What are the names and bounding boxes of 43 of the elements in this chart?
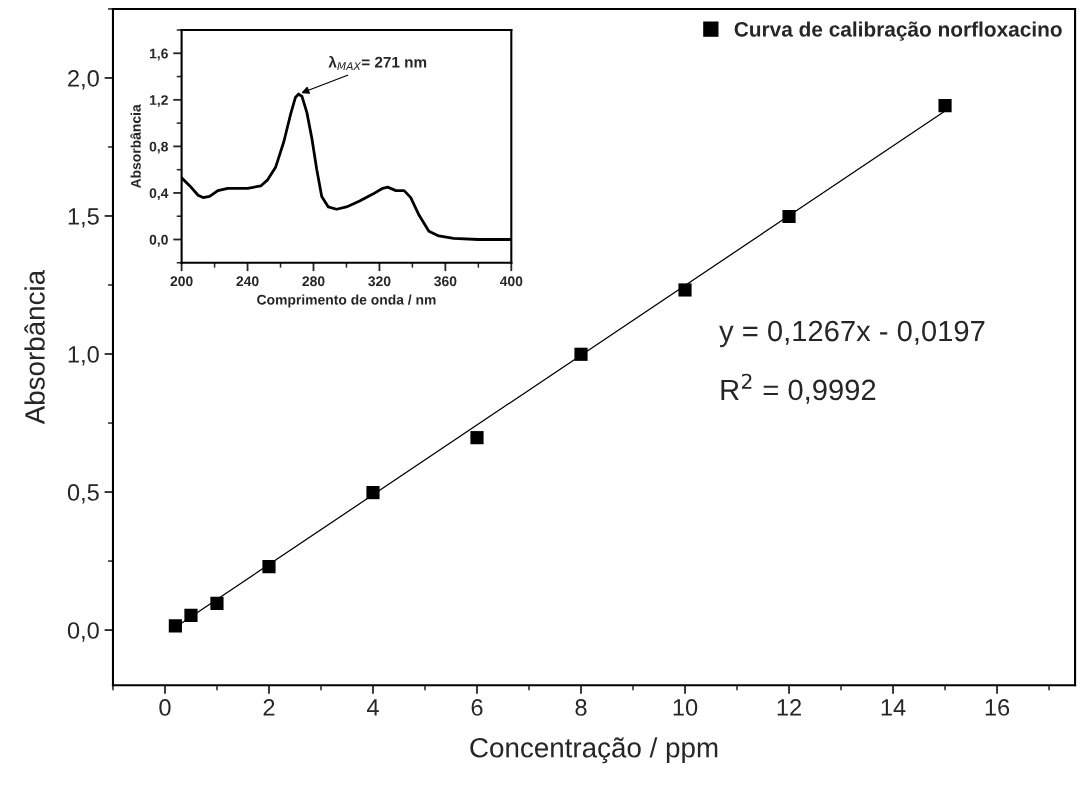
x-tick-label: 2 [263,699,275,716]
x-tick-label: 12 [777,699,801,716]
x-tick-label: 240 [236,276,259,287]
x-tick-label: 400 [499,276,523,287]
y-tick-label: 0,4 [149,188,169,201]
point [782,209,796,224]
x-tick-label: 200 [170,276,193,287]
x-tick-label: 0 [159,699,171,716]
x-tick-label: 6 [471,699,483,716]
point [574,347,588,361]
y-tick-label: 1,2 [149,95,168,108]
y-tick-label: 0,0 [67,622,99,642]
annotation: λ$_{MAX}$= 271 nm [328,55,427,70]
x-tick-label: 280 [302,276,325,287]
point [366,486,380,500]
x-tick-label: 8 [575,699,587,716]
point [262,560,276,574]
point [470,431,484,445]
y-axis-title: Absorbância [130,104,141,189]
x-tick-label: 320 [368,276,391,287]
point [678,283,692,297]
x-tick-label: 16 [985,699,1010,716]
x-tick-label: 10 [673,699,698,716]
x-axis-title: Comprimento de onda / nm [257,294,436,308]
x-tick-label: 14 [881,699,906,716]
y-tick-label: 1,0 [68,346,99,366]
point [938,98,952,113]
x-tick-label: 4 [366,699,379,716]
annotation: y = 0,1267x - 0,0197 [719,320,985,348]
x-axis-title: Concentração / ppm [470,737,718,764]
legend-label: Curva de calibração norfloxacino [734,21,1062,41]
y-tick-label: 1,5 [68,208,99,228]
y-tick-label: 0,8 [149,141,168,154]
x-tick-label: 360 [434,276,457,287]
annotation: R$^{2}$ = 0,9992 [721,373,876,404]
y-tick-label: 1,6 [149,48,168,61]
point [210,596,224,610]
y-axis-title: Absorbância [24,269,45,425]
point [168,619,182,633]
y-tick-label: 2,0 [68,70,99,90]
y-tick-label: 0,5 [67,484,99,504]
point [184,608,198,623]
y-tick-label: 0,0 [149,234,168,247]
